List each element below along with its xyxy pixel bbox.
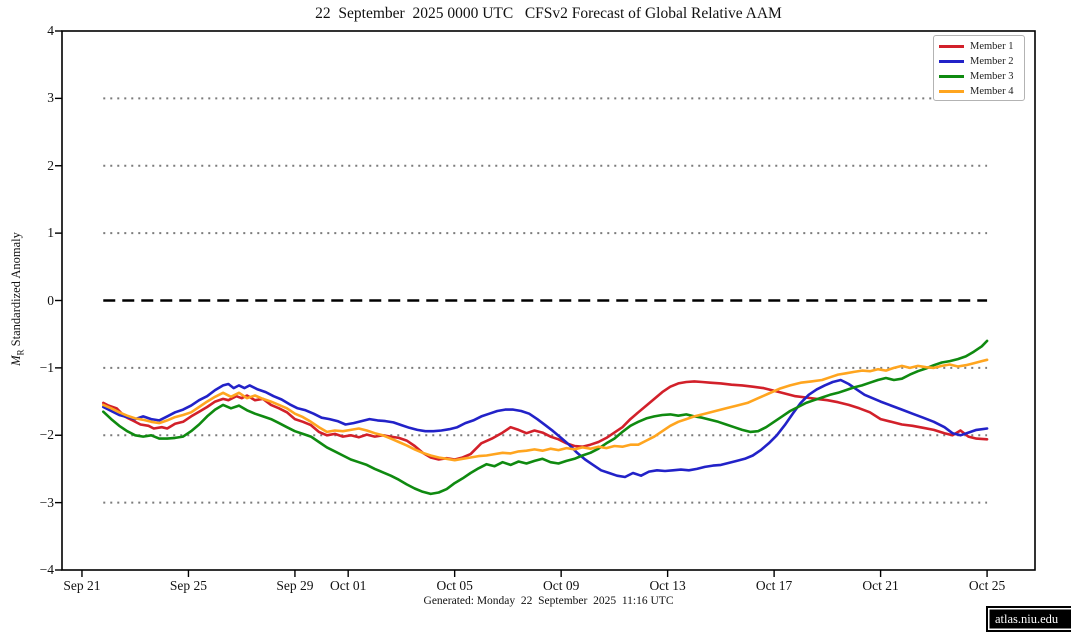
y-tick-label: 2 xyxy=(47,157,54,173)
series-line-member-3 xyxy=(102,339,989,496)
x-tick-label: Oct 17 xyxy=(755,578,793,593)
legend-label-member-1: Member 1 xyxy=(970,41,1014,52)
x-tick-label: Oct 25 xyxy=(968,578,1006,593)
x-tick-label: Sep 29 xyxy=(276,578,314,593)
site-badge: atlas.niu.edu xyxy=(986,606,1071,632)
legend-swatch-member-4-icon xyxy=(939,90,964,93)
x-tick-label: Sep 25 xyxy=(169,578,207,593)
y-tick-label: 3 xyxy=(47,90,54,106)
legend-swatch-member-1-icon xyxy=(939,45,964,48)
chart-title: 22 September 2025 0000 UTC CFSv2 Forecas… xyxy=(315,5,782,22)
legend-row-member-3: Member 3 xyxy=(939,70,1019,83)
x-tick-label: Oct 13 xyxy=(649,578,686,593)
series-line-member-1 xyxy=(102,380,989,461)
y-tick-label: −3 xyxy=(39,494,54,510)
legend-row-member-4: Member 4 xyxy=(939,85,1019,98)
x-tick-label: Oct 05 xyxy=(436,578,473,593)
legend-label-member-2: Member 2 xyxy=(970,56,1014,67)
x-tick-label: Oct 01 xyxy=(329,578,367,593)
x-tick-label: Oct 21 xyxy=(862,578,899,593)
series-line-member-2 xyxy=(102,378,989,479)
x-tick-label: Sep 21 xyxy=(63,578,101,593)
legend-swatch-member-3-icon xyxy=(939,75,964,78)
legend-label-member-3: Member 3 xyxy=(970,71,1014,82)
legend: Member 1 Member 2 Member 3 Member 4 xyxy=(933,35,1025,101)
y-tick-label: −1 xyxy=(39,359,54,375)
y-tick-label: 4 xyxy=(47,23,54,38)
legend-label-member-4: Member 4 xyxy=(970,86,1014,97)
y-tick-label: 0 xyxy=(47,292,54,308)
legend-swatch-member-2-icon xyxy=(939,60,964,63)
series-line-member-4 xyxy=(102,358,989,462)
y-tick-label: 1 xyxy=(47,225,54,241)
y-tick-label: −4 xyxy=(39,562,54,577)
y-tick-label: −2 xyxy=(39,427,54,443)
x-tick-label: Oct 09 xyxy=(542,578,580,593)
legend-row-member-1: Member 1 xyxy=(939,40,1019,53)
legend-row-member-2: Member 2 xyxy=(939,55,1019,68)
generated-timestamp: Generated: Monday 22 September 2025 11:1… xyxy=(423,595,674,607)
